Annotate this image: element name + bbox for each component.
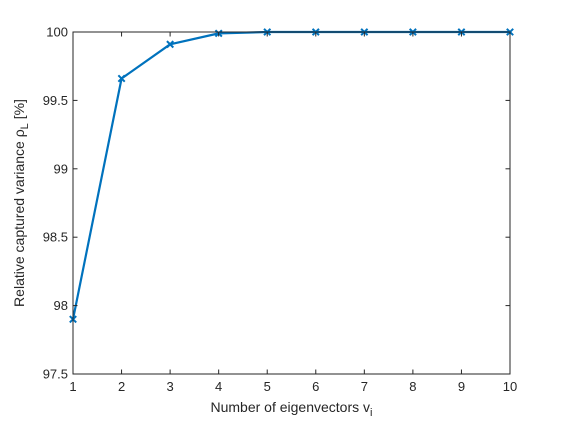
- x-axis-label-main: Number of eigenvectors v: [211, 399, 371, 415]
- y-tick-label: 100: [46, 25, 68, 40]
- y-axis-label-unit: [%]: [11, 99, 27, 123]
- y-tick-label: 99.5: [43, 93, 68, 108]
- x-tick-label: 3: [166, 379, 173, 394]
- plot-area: [73, 32, 510, 374]
- x-axis-label: Number of eigenvectors vi: [211, 399, 373, 419]
- y-tick-label: 98.5: [43, 230, 68, 245]
- x-tick-label: 8: [409, 379, 416, 394]
- y-axis-label-main: Relative captured variance ρ: [11, 129, 27, 307]
- x-tick-label: 4: [215, 379, 222, 394]
- y-tick-label: 99: [54, 161, 68, 176]
- x-tick-label: 2: [118, 379, 125, 394]
- x-tick-label: 7: [361, 379, 368, 394]
- x-tick-label: 5: [264, 379, 271, 394]
- x-tick-label: 1: [69, 379, 76, 394]
- x-axis-label-subscript: i: [370, 407, 372, 419]
- x-tick-label: 10: [503, 379, 517, 394]
- y-tick-label: 97.5: [43, 367, 68, 382]
- y-axis-label: Relative captured variance ρL [%]: [11, 99, 31, 307]
- x-tick-label: 6: [312, 379, 319, 394]
- x-tick-label: 9: [458, 379, 465, 394]
- y-tick-label: 98: [54, 298, 68, 313]
